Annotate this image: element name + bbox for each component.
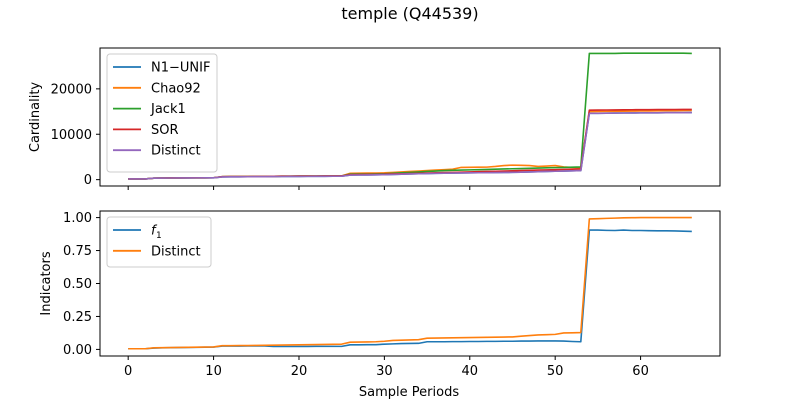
y-axis-label: Cardinality bbox=[28, 82, 43, 153]
x-tick-label: 40 bbox=[462, 364, 479, 379]
legend-entry-label: Distinct bbox=[151, 244, 201, 259]
plot-frame bbox=[99, 47, 721, 187]
y-tick-label: 1.00 bbox=[63, 211, 92, 226]
x-tick-label: 50 bbox=[547, 364, 564, 379]
legend-box bbox=[106, 216, 212, 268]
series-line-distinct bbox=[128, 216, 692, 350]
y-tick-label: 0.75 bbox=[63, 244, 92, 259]
legend-entry-label: SOR bbox=[151, 123, 179, 138]
x-tick-label: 20 bbox=[291, 364, 308, 379]
x-tick-label: 60 bbox=[632, 364, 649, 379]
y-tick-label: 20000 bbox=[51, 82, 92, 97]
legend: f 1 Distinct bbox=[106, 216, 212, 268]
series-lines bbox=[128, 216, 692, 350]
legend-entry-subscript: 1 bbox=[156, 231, 162, 241]
y-tick-label: 0.50 bbox=[63, 277, 92, 292]
legend-entry-label: Distinct bbox=[151, 144, 201, 159]
legend-entry-label: Chao92 bbox=[151, 81, 201, 96]
legend-entry-label: N1−UNIF bbox=[151, 61, 210, 76]
legend-box bbox=[106, 53, 218, 173]
y-tick-label: 0.25 bbox=[63, 310, 92, 325]
legend-entry-label: Jack1 bbox=[150, 102, 186, 117]
figure-title: temple (Q44539) bbox=[341, 4, 478, 23]
series-line-distinct bbox=[128, 111, 692, 180]
y-tick-label: 0 bbox=[84, 173, 92, 188]
x-tick-label: 10 bbox=[205, 364, 222, 379]
y-tick-label: 0.00 bbox=[63, 343, 92, 358]
x-tick-label: 30 bbox=[376, 364, 393, 379]
indicators-plot: 0 10 20 30 40 50 60 0.00 0.25 0.50 0.75 1.00 Indicat… bbox=[39, 210, 721, 400]
x-tick-label: 0 bbox=[124, 364, 132, 379]
y-axis-label: Indicators bbox=[39, 251, 54, 315]
legend-entry-label: f bbox=[151, 224, 158, 239]
series-lines bbox=[128, 52, 692, 180]
cardinality-plot: 0 10000 20000 Cardinality N1−UNIF Chao92 Jack1… bbox=[28, 47, 721, 190]
y-tick-label: 10000 bbox=[51, 128, 92, 143]
legend: N1−UNIF Chao92 Jack1 SOR Distinct bbox=[106, 53, 218, 173]
x-axis-label: Sample Periods bbox=[359, 385, 459, 400]
